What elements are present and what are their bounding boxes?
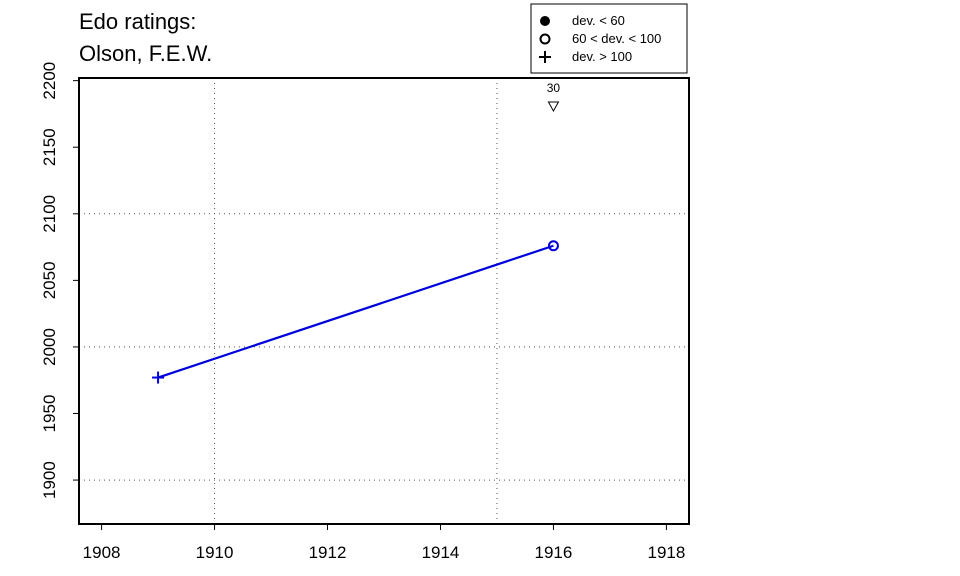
y-tick-label-2050: 2050: [40, 261, 59, 299]
axis-ticks: 1908 1910 1912 1914 1916 1918 1900 1950 2000 2050…: [40, 62, 685, 562]
grid-lines: [79, 78, 689, 524]
y-tick-label-2000: 2000: [40, 328, 59, 366]
annotation-marker-0: [547, 101, 560, 112]
y-tick-label-1900: 1900: [40, 461, 59, 499]
chart-title-line-1: Edo ratings:: [79, 9, 196, 34]
legend-label-dev-lt-60: dev. < 60: [572, 13, 625, 28]
data-point-1909: [152, 371, 165, 384]
legend-marker-filled-circle: [540, 16, 550, 26]
legend-label-dev-60-100: 60 < dev. < 100: [572, 31, 661, 46]
legend-markers: [539, 16, 551, 63]
y-tick-label-2100: 2100: [40, 195, 59, 233]
y-tick-label-2150: 2150: [40, 128, 59, 166]
legend-box: [530, 3, 688, 74]
data-point-1916: [547, 240, 559, 252]
chart-title-line-2: Olson, F.E.W.: [79, 41, 212, 66]
series-line-0: [157, 244, 554, 379]
y-tick-label-2200: 2200: [40, 62, 59, 100]
legend-label-dev-gt-100: dev. > 100: [572, 49, 632, 64]
legend-marker-plus: [539, 51, 551, 63]
annotations: 30: [547, 81, 561, 112]
legend: dev. < 60 60 < dev. < 100 dev. > 100: [530, 3, 688, 74]
x-tick-label-1908: 1908: [83, 543, 121, 562]
annotation-label-0: 30: [547, 81, 561, 95]
x-tick-label-1918: 1918: [647, 543, 685, 562]
legend-marker-open-circle: [539, 33, 551, 45]
x-tick-label-1916: 1916: [535, 543, 573, 562]
plot-frame: [78, 77, 690, 525]
x-tick-label-1914: 1914: [422, 543, 460, 562]
x-tick-label-1912: 1912: [309, 543, 347, 562]
y-tick-label-1950: 1950: [40, 395, 59, 433]
rating-series: [152, 240, 559, 384]
x-tick-label-1910: 1910: [196, 543, 234, 562]
